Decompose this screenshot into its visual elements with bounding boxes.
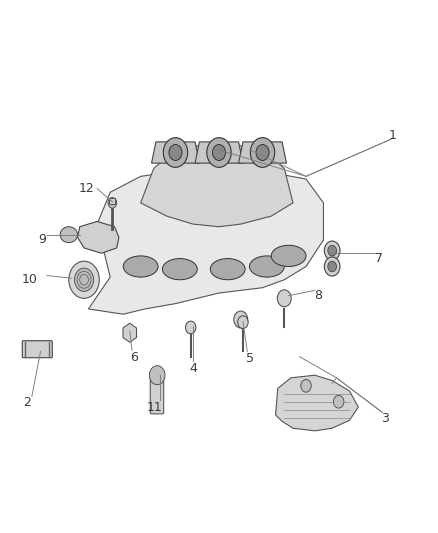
Polygon shape (195, 142, 243, 163)
Circle shape (212, 144, 226, 160)
Ellipse shape (250, 256, 284, 277)
FancyBboxPatch shape (150, 371, 164, 414)
Text: 4: 4 (189, 362, 197, 375)
Ellipse shape (123, 256, 158, 277)
Polygon shape (141, 142, 293, 227)
Text: 12: 12 (79, 182, 95, 195)
Circle shape (169, 144, 182, 160)
Polygon shape (123, 323, 137, 342)
Circle shape (238, 316, 248, 328)
Circle shape (149, 366, 165, 385)
Circle shape (234, 311, 248, 328)
Text: 8: 8 (314, 289, 322, 302)
Text: 11: 11 (147, 401, 162, 414)
Text: 5: 5 (246, 352, 254, 365)
Text: 2: 2 (24, 396, 32, 409)
Text: 3: 3 (381, 412, 389, 425)
Circle shape (163, 138, 187, 167)
Circle shape (207, 138, 231, 167)
Ellipse shape (271, 245, 306, 266)
Circle shape (256, 144, 269, 160)
Text: 10: 10 (22, 273, 38, 286)
Text: 7: 7 (375, 252, 383, 265)
Circle shape (324, 241, 340, 260)
Circle shape (324, 257, 340, 276)
Text: 1: 1 (389, 128, 397, 141)
Bar (110, 198, 116, 204)
Polygon shape (78, 221, 119, 253)
Circle shape (328, 261, 336, 272)
Circle shape (251, 138, 275, 167)
Text: 6: 6 (130, 351, 138, 364)
Circle shape (69, 261, 99, 298)
Circle shape (328, 245, 336, 256)
Ellipse shape (60, 227, 78, 243)
FancyBboxPatch shape (22, 341, 52, 358)
Polygon shape (239, 142, 286, 163)
Ellipse shape (210, 259, 245, 280)
Circle shape (185, 321, 196, 334)
Polygon shape (88, 163, 323, 314)
Circle shape (74, 268, 94, 292)
Circle shape (333, 395, 344, 408)
Polygon shape (276, 375, 358, 431)
Circle shape (277, 290, 291, 307)
Polygon shape (152, 142, 199, 163)
Circle shape (301, 379, 311, 392)
Ellipse shape (162, 259, 197, 280)
Circle shape (108, 198, 117, 208)
Text: 9: 9 (38, 233, 46, 246)
